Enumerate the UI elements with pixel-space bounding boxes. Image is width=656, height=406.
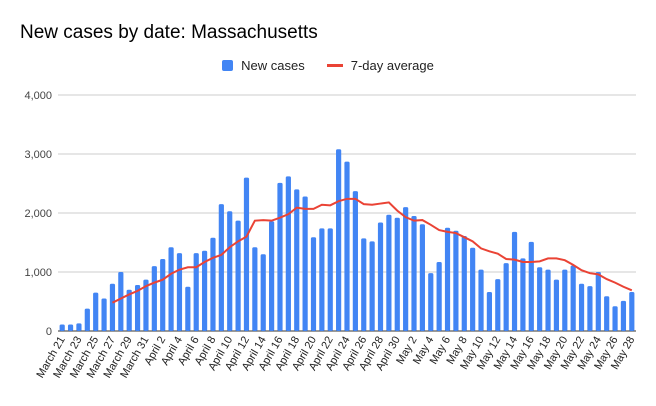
bar	[277, 182, 283, 331]
bar	[218, 204, 224, 331]
bar	[570, 265, 576, 331]
bar	[235, 220, 241, 331]
bar	[310, 237, 317, 331]
bar	[243, 177, 250, 331]
bar	[319, 228, 325, 331]
bar	[562, 269, 568, 331]
bar	[411, 215, 417, 331]
bar	[93, 292, 99, 331]
bar	[419, 224, 425, 331]
bar	[545, 269, 551, 331]
bar	[428, 273, 434, 331]
bar	[302, 196, 308, 331]
legend-swatch-bar	[222, 60, 234, 71]
bar	[503, 263, 509, 331]
y-tick-label: 0	[46, 326, 52, 338]
bar	[252, 247, 258, 331]
bar	[59, 324, 65, 331]
bar	[118, 272, 124, 331]
bar	[537, 267, 543, 331]
bar	[578, 283, 585, 331]
bar	[294, 189, 300, 331]
y-tick-label: 1,000	[24, 267, 52, 279]
y-tick-label: 3,000	[24, 149, 52, 161]
bar	[495, 279, 501, 331]
bar	[185, 286, 191, 331]
bar	[193, 253, 199, 331]
y-tick-label: 4,000	[24, 90, 52, 102]
bar	[369, 241, 375, 331]
bar	[629, 292, 635, 331]
legend-item-7-day-average[interactable]: 7-day average	[326, 58, 434, 73]
bar	[520, 258, 526, 331]
bar	[227, 211, 233, 331]
bar	[176, 253, 183, 331]
bar	[595, 272, 601, 331]
bar	[553, 279, 560, 331]
bar	[436, 261, 442, 331]
bar	[160, 259, 166, 331]
bar	[511, 231, 518, 331]
bar	[403, 207, 409, 331]
bar	[528, 241, 534, 331]
bar	[109, 283, 116, 331]
bar	[134, 284, 141, 331]
bar	[151, 266, 157, 331]
chart-title: New cases by date: Massachusetts	[20, 22, 318, 43]
bar	[361, 238, 367, 331]
legend: New cases 7-day average	[0, 58, 656, 73]
y-tick-label: 2,000	[24, 208, 52, 220]
bar	[327, 228, 333, 331]
average-line	[112, 197, 633, 304]
bar	[478, 269, 484, 331]
bar	[285, 176, 291, 331]
bar	[352, 191, 358, 331]
bar	[377, 222, 384, 331]
legend-label: New cases	[241, 58, 305, 73]
bar	[260, 254, 266, 331]
bar	[76, 323, 82, 331]
bar	[453, 230, 459, 331]
bar	[486, 292, 493, 331]
bar	[386, 214, 392, 331]
bar	[620, 300, 627, 331]
bar	[470, 247, 476, 331]
bar	[101, 298, 107, 331]
bar	[612, 306, 618, 331]
bar	[67, 324, 74, 331]
legend-item-new-cases[interactable]: New cases	[222, 58, 305, 73]
bar	[84, 308, 90, 331]
bar	[201, 250, 208, 331]
legend-label: 7-day average	[350, 58, 434, 73]
bar	[168, 247, 174, 331]
bar	[336, 149, 342, 331]
bar	[126, 289, 132, 331]
bar	[269, 221, 275, 331]
bar	[587, 286, 593, 331]
bar	[394, 217, 400, 331]
bar	[344, 161, 350, 331]
bar	[461, 236, 467, 331]
bar	[210, 237, 216, 331]
legend-swatch-line	[326, 64, 343, 67]
bar	[604, 296, 610, 331]
bar	[143, 279, 149, 331]
bar	[444, 227, 451, 331]
